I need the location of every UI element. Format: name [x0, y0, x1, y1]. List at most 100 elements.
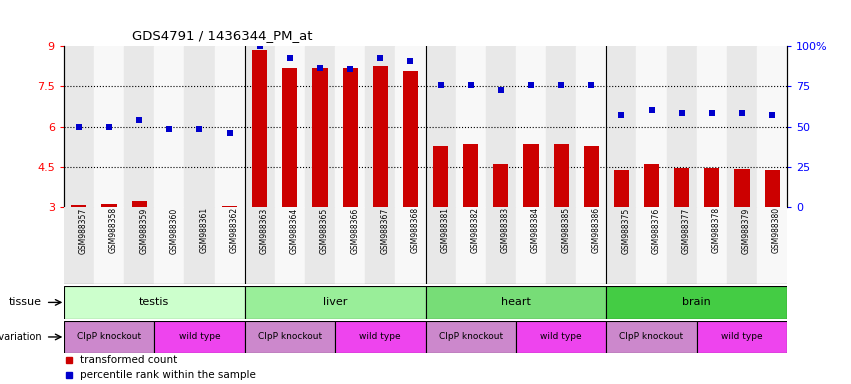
Bar [455, 207, 486, 284]
Bar [275, 207, 305, 284]
Text: brain: brain [683, 297, 711, 308]
Bar [214, 207, 245, 284]
Bar [486, 46, 516, 207]
Bar [757, 207, 787, 284]
Text: GSM988385: GSM988385 [561, 207, 570, 253]
Bar [523, 144, 539, 207]
Bar [455, 46, 486, 207]
Bar [305, 46, 335, 207]
Bar [71, 205, 87, 207]
Bar [283, 68, 297, 207]
Bar [426, 207, 455, 284]
Bar [607, 286, 787, 319]
Text: transformed count: transformed count [80, 355, 178, 365]
Bar [463, 144, 478, 207]
Bar [516, 321, 607, 353]
Point [374, 55, 387, 61]
Text: ClpP knockout: ClpP knockout [620, 333, 683, 341]
Point [283, 55, 297, 61]
Text: GSM988382: GSM988382 [471, 207, 480, 253]
Bar [697, 46, 727, 207]
Bar [734, 169, 750, 207]
Text: GSM988383: GSM988383 [501, 207, 510, 253]
Text: GSM988365: GSM988365 [320, 207, 329, 253]
Bar [396, 46, 426, 207]
Bar [94, 207, 124, 284]
Point [554, 82, 568, 88]
Text: GSM988362: GSM988362 [230, 207, 238, 253]
Point [585, 82, 598, 88]
Bar [64, 46, 94, 207]
Text: ClpP knockout: ClpP knockout [77, 333, 141, 341]
Bar [245, 321, 335, 353]
Bar [697, 207, 727, 284]
Bar [614, 170, 629, 207]
Bar [94, 46, 124, 207]
Bar [245, 46, 275, 207]
Bar [275, 46, 305, 207]
Bar [343, 68, 357, 207]
Bar [697, 321, 787, 353]
Bar [494, 164, 508, 207]
Bar [607, 321, 697, 353]
Point [163, 126, 176, 132]
Bar [757, 46, 787, 207]
Text: GSM988366: GSM988366 [350, 207, 359, 253]
Bar [64, 207, 94, 284]
Text: GSM988363: GSM988363 [260, 207, 269, 253]
Point [524, 82, 538, 88]
Bar [222, 206, 237, 207]
Bar [132, 200, 146, 207]
Text: wild type: wild type [179, 333, 220, 341]
Point [494, 88, 508, 94]
Point [765, 111, 779, 118]
Text: GSM988381: GSM988381 [441, 207, 449, 253]
Text: GSM988368: GSM988368 [410, 207, 420, 253]
Text: GSM988379: GSM988379 [742, 207, 751, 253]
Point [705, 110, 718, 116]
Text: GSM988360: GSM988360 [169, 207, 179, 253]
Text: GSM988378: GSM988378 [711, 207, 721, 253]
Text: ClpP knockout: ClpP knockout [258, 333, 322, 341]
Point [72, 124, 86, 130]
Bar [426, 286, 606, 319]
Bar [426, 321, 516, 353]
Text: GSM988358: GSM988358 [109, 207, 118, 253]
Bar [365, 46, 396, 207]
Text: genotype/variation: genotype/variation [0, 332, 42, 342]
Point [192, 126, 206, 132]
Text: GDS4791 / 1436344_PM_at: GDS4791 / 1436344_PM_at [132, 29, 312, 42]
Point [434, 82, 448, 88]
Bar [516, 46, 546, 207]
Bar [373, 66, 388, 207]
Bar [101, 204, 117, 207]
Bar [705, 168, 719, 207]
Bar [554, 144, 568, 207]
Bar [64, 321, 154, 353]
Bar [305, 207, 335, 284]
Bar [516, 207, 546, 284]
Bar [245, 207, 275, 284]
Bar [764, 170, 780, 207]
Point [253, 43, 266, 49]
Bar [335, 46, 365, 207]
Bar [666, 207, 697, 284]
Bar [546, 207, 576, 284]
Point [223, 129, 237, 136]
Bar [727, 46, 757, 207]
Point [102, 124, 116, 130]
Text: wild type: wild type [721, 333, 762, 341]
Bar [312, 68, 328, 207]
Bar [154, 321, 245, 353]
Bar [606, 46, 637, 207]
Bar [433, 146, 448, 207]
Bar [245, 286, 426, 319]
Text: tissue: tissue [9, 297, 42, 308]
Bar [154, 46, 185, 207]
Point [133, 117, 146, 123]
Point [464, 82, 477, 88]
Text: GSM988386: GSM988386 [591, 207, 600, 253]
Bar [396, 207, 426, 284]
Bar [576, 46, 606, 207]
Text: GSM988359: GSM988359 [140, 207, 148, 253]
